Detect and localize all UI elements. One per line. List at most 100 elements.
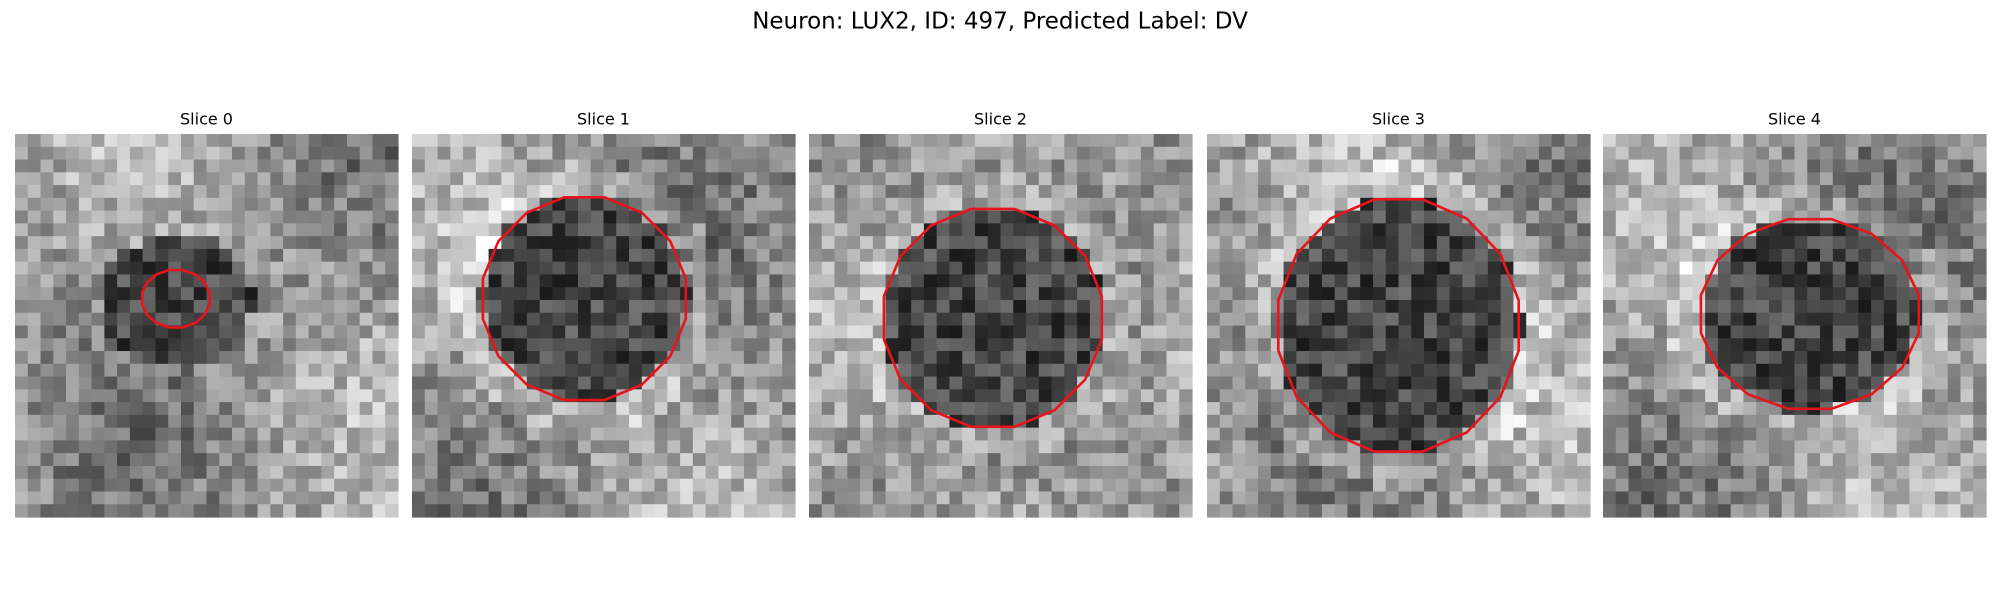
pixel (283, 223, 297, 237)
pixel (1564, 248, 1578, 263)
pixel (321, 414, 335, 429)
pixel (1666, 287, 1681, 301)
pixel (437, 376, 451, 390)
pixel (1077, 197, 1091, 212)
pixel (1513, 338, 1527, 352)
pixel (629, 491, 643, 505)
pixel (334, 185, 348, 199)
pixel (1270, 134, 1285, 148)
pixel (346, 465, 361, 480)
pixel (974, 351, 989, 365)
pixel (295, 210, 310, 224)
pixel (283, 210, 297, 224)
pixel (1309, 363, 1323, 378)
pixel (1564, 402, 1578, 416)
pixel (743, 299, 758, 314)
pixel (463, 146, 477, 161)
pixel (1089, 210, 1104, 224)
pixel (1781, 287, 1796, 301)
pixel (1922, 325, 1936, 339)
pixel (372, 248, 386, 263)
pixel (295, 465, 310, 480)
pixel (847, 402, 861, 416)
pixel (590, 134, 605, 148)
pixel (232, 363, 246, 378)
pixel (1207, 287, 1221, 301)
pixel (463, 274, 477, 288)
pixel (834, 210, 848, 224)
pixel (232, 159, 246, 173)
pixel (1705, 325, 1719, 339)
pixel (1858, 312, 1872, 327)
pixel (1475, 223, 1489, 237)
pixel (412, 185, 426, 199)
pixel (1487, 146, 1502, 161)
pixel (1296, 312, 1310, 327)
pixel (1564, 210, 1578, 224)
pixel (1102, 287, 1116, 301)
pixel (923, 414, 938, 429)
pixel (1909, 491, 1923, 505)
pixel (565, 159, 579, 173)
pixel (1794, 274, 1808, 288)
pixel (475, 440, 490, 454)
pixel (898, 159, 912, 173)
pixel (1140, 299, 1155, 314)
pixel (232, 325, 246, 339)
pixel (412, 274, 426, 288)
pixel (78, 210, 93, 224)
pixel (1360, 465, 1374, 480)
pixel (782, 172, 796, 186)
pixel (680, 185, 694, 199)
pixel (705, 325, 719, 339)
pixel (1398, 134, 1412, 148)
pixel (731, 402, 745, 416)
pixel (1500, 504, 1514, 518)
pixel (1411, 223, 1425, 237)
pixel (155, 146, 169, 161)
pixel (974, 210, 989, 224)
pixel (1077, 172, 1091, 186)
pixel (1513, 159, 1527, 173)
pixel (1436, 402, 1451, 416)
pixel (424, 402, 439, 416)
pixel (1026, 312, 1040, 327)
pixel (565, 491, 579, 505)
pixel (1334, 248, 1349, 263)
pixel (1743, 146, 1757, 161)
pixel (1360, 236, 1374, 250)
pixel (346, 223, 361, 237)
pixel (308, 261, 322, 276)
pixel (66, 402, 80, 416)
pixel (66, 261, 80, 276)
pixel (1538, 453, 1553, 467)
pixel (1360, 491, 1374, 505)
pixel (129, 504, 144, 518)
pixel (616, 261, 630, 276)
pixel (117, 236, 131, 250)
pixel (872, 159, 887, 173)
pixel (1128, 248, 1142, 263)
pixel (334, 197, 348, 212)
pixel (372, 465, 386, 480)
pixel (168, 210, 182, 224)
pixel (424, 261, 439, 276)
pixel (412, 236, 426, 250)
pixel (1947, 210, 1962, 224)
pixel (667, 389, 681, 403)
pixel (142, 223, 157, 237)
pixel (206, 414, 220, 429)
pixel (1115, 453, 1129, 467)
pixel (1756, 402, 1770, 416)
pixel (756, 504, 771, 518)
pixel (1115, 389, 1129, 403)
pixel (1334, 402, 1349, 416)
pixel (1026, 478, 1040, 493)
pixel (847, 465, 861, 480)
pixel (321, 465, 335, 480)
pixel (1526, 440, 1540, 454)
pixel (424, 312, 439, 327)
pixel (1960, 363, 1974, 378)
pixel (654, 427, 668, 441)
